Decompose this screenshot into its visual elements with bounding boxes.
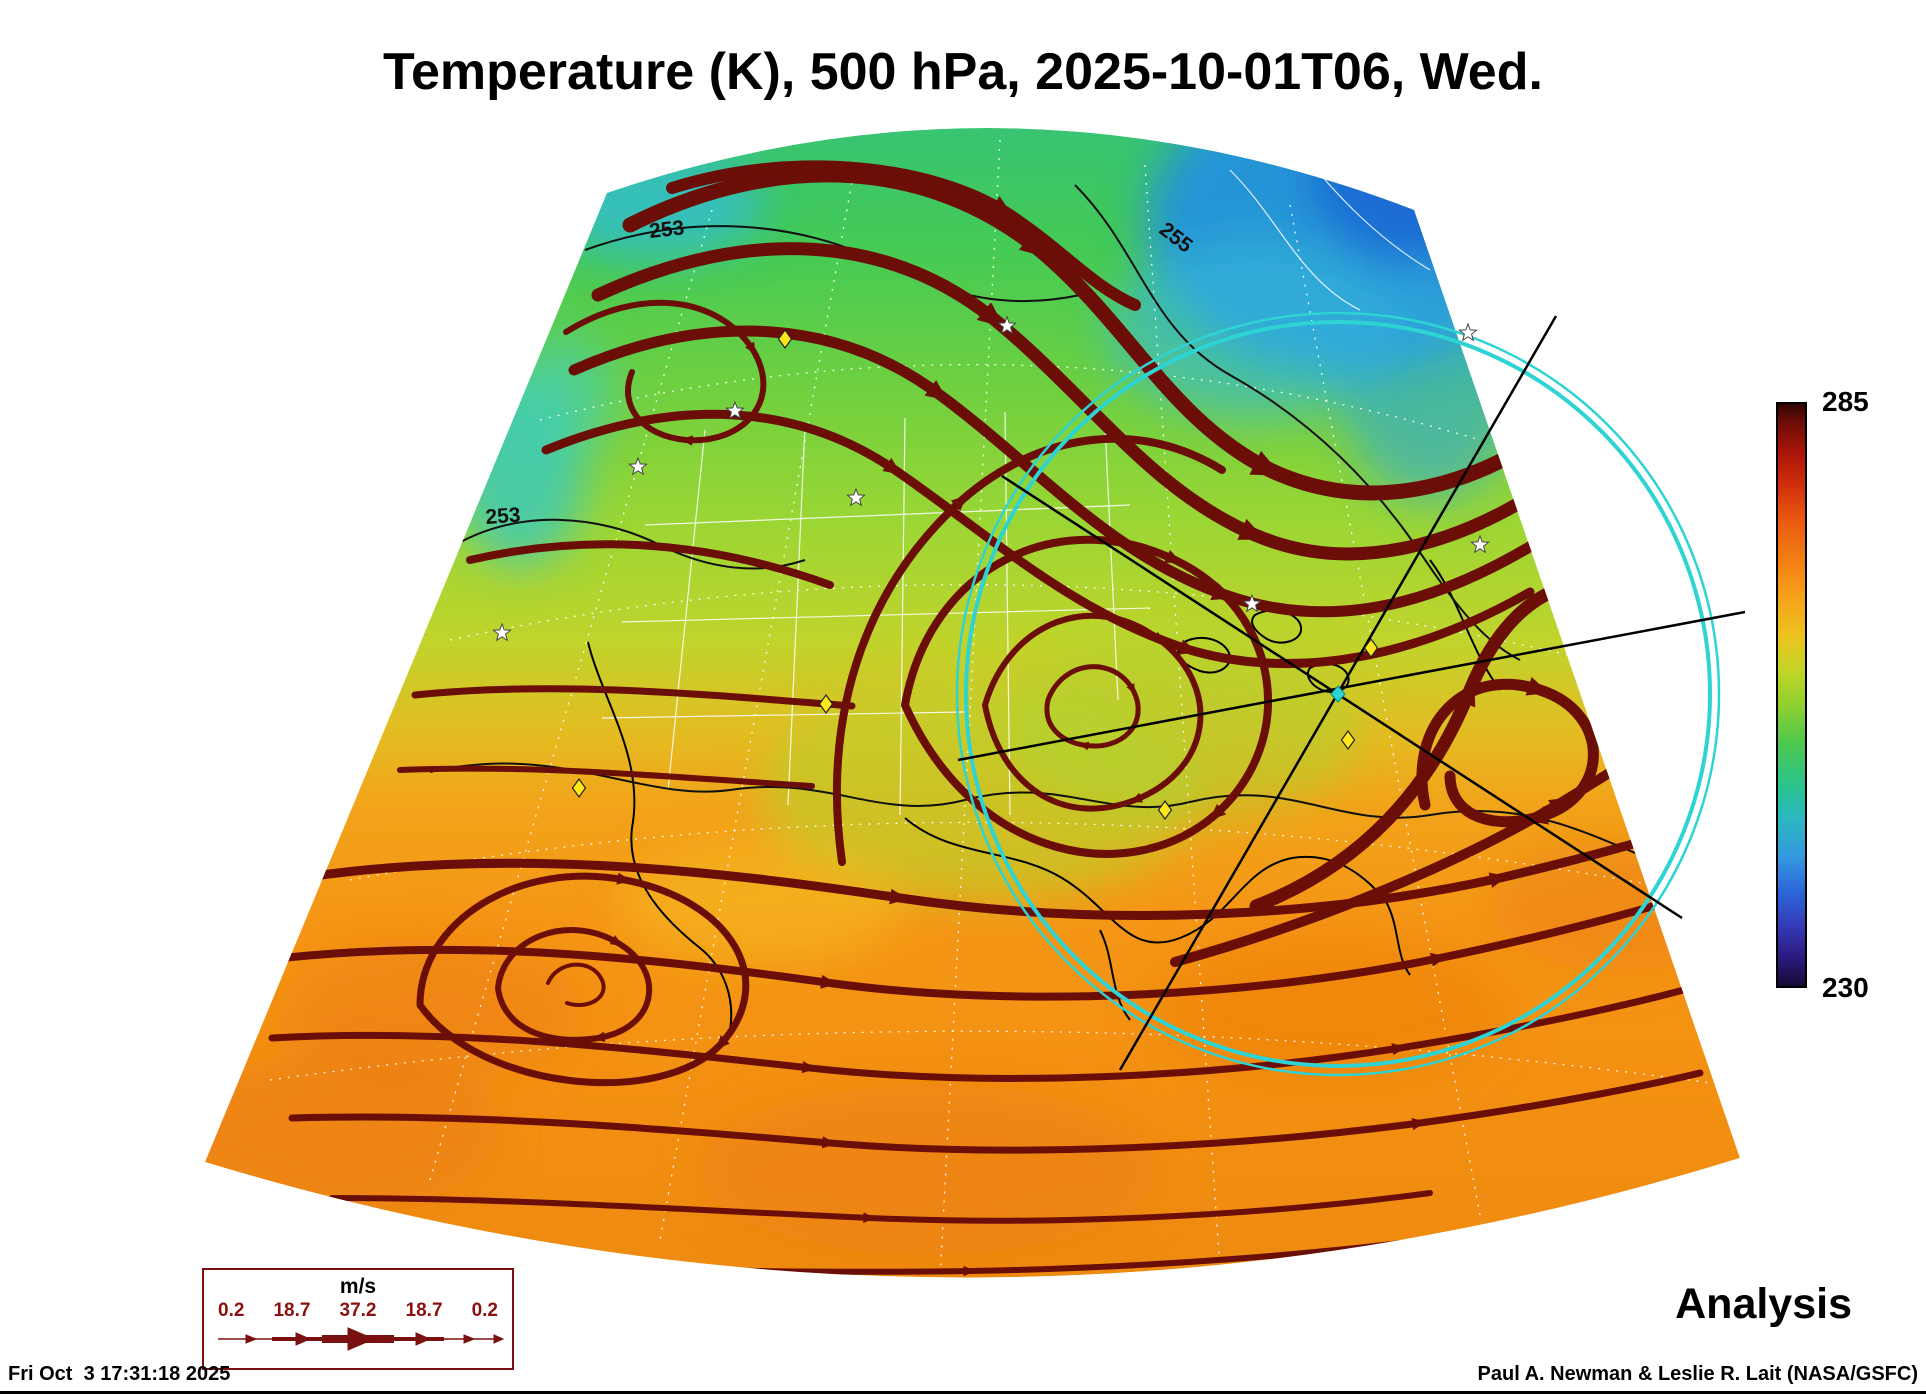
wind-legend-value: 18.7	[273, 1300, 311, 1321]
credit: Paul A. Newman & Leslie R. Lait (NASA/GS…	[1477, 1363, 1918, 1385]
streamline-path	[1044, 664, 1141, 751]
streamline-path	[666, 160, 1141, 311]
ring-center-marker	[1330, 685, 1346, 703]
streamline-path	[278, 883, 1722, 1001]
range-ring-outer	[955, 311, 1721, 1077]
state-border-line	[667, 429, 706, 791]
wind-legend-value: 0.2	[218, 1300, 245, 1321]
colorbar	[1776, 402, 1807, 988]
range-ring-group	[955, 311, 1746, 1077]
contour-labels: 253 253 255	[485, 216, 1197, 529]
streamline-path	[982, 612, 1204, 812]
wind-legend-value: 0.2	[471, 1300, 498, 1321]
plot-title: Temperature (K), 500 hPa, 2025-10-01T06,…	[383, 43, 1543, 101]
colorbar-max-label: 285	[1822, 386, 1869, 417]
cold-patch	[545, 150, 765, 260]
streamline-path	[833, 434, 1226, 866]
wind-legend-values: 0.2 18.7 37.2 18.7 0.2	[204, 1299, 512, 1322]
streamline-path	[397, 765, 815, 789]
streamline-path	[295, 807, 1735, 920]
analysis-label: Analysis	[1675, 1280, 1852, 1328]
cold-patch	[1310, 128, 1530, 265]
streamlines	[268, 160, 1735, 1277]
wind-legend-units-label: m/s	[339, 1275, 377, 1298]
warm-patch	[205, 1050, 500, 1210]
crosshair-line	[957, 610, 1746, 762]
streamline-path	[495, 927, 653, 1043]
bottom-border	[0, 1391, 1926, 1394]
graticule-line	[269, 1030, 1726, 1086]
streamline-path	[329, 1190, 1433, 1224]
streamline-path	[268, 979, 1712, 1082]
warm-patch	[620, 845, 900, 965]
graticule-line	[659, 164, 856, 1241]
warm-patch	[700, 1085, 1160, 1255]
graticule-line	[429, 209, 713, 1181]
wind-speed-scale-glyph	[218, 1327, 504, 1351]
wind-legend-value: 37.2	[339, 1300, 377, 1321]
warm-patch	[280, 940, 580, 1080]
colorbar-min-label: 230	[1822, 972, 1869, 1003]
wind-legend-value: 18.7	[405, 1300, 443, 1321]
range-ring	[964, 320, 1712, 1068]
streamline-path	[901, 535, 1272, 858]
height-contour-white	[1229, 169, 1361, 311]
streamline-path	[1416, 677, 1599, 828]
streamline-path	[416, 872, 750, 1087]
contour-label: 253	[648, 216, 685, 243]
streamline-path	[411, 685, 856, 710]
graticule-line	[539, 363, 1481, 441]
streamline-path	[288, 1069, 1704, 1154]
streamline-path	[563, 299, 767, 446]
wind-speed-legend: m/s 0.2 18.7 37.2 18.7 0.2	[202, 1268, 514, 1370]
streamline-path	[546, 962, 606, 1007]
timestamp: Fri Oct 3 17:31:18 2025	[8, 1363, 231, 1385]
graticule-line	[1289, 204, 1481, 1216]
streamline-path	[466, 540, 834, 589]
contour-label: 253	[485, 504, 522, 529]
cold-patch	[505, 335, 615, 455]
state-border-line	[787, 424, 806, 806]
graticule-line	[449, 583, 1591, 661]
temperature-contour	[429, 762, 1641, 856]
